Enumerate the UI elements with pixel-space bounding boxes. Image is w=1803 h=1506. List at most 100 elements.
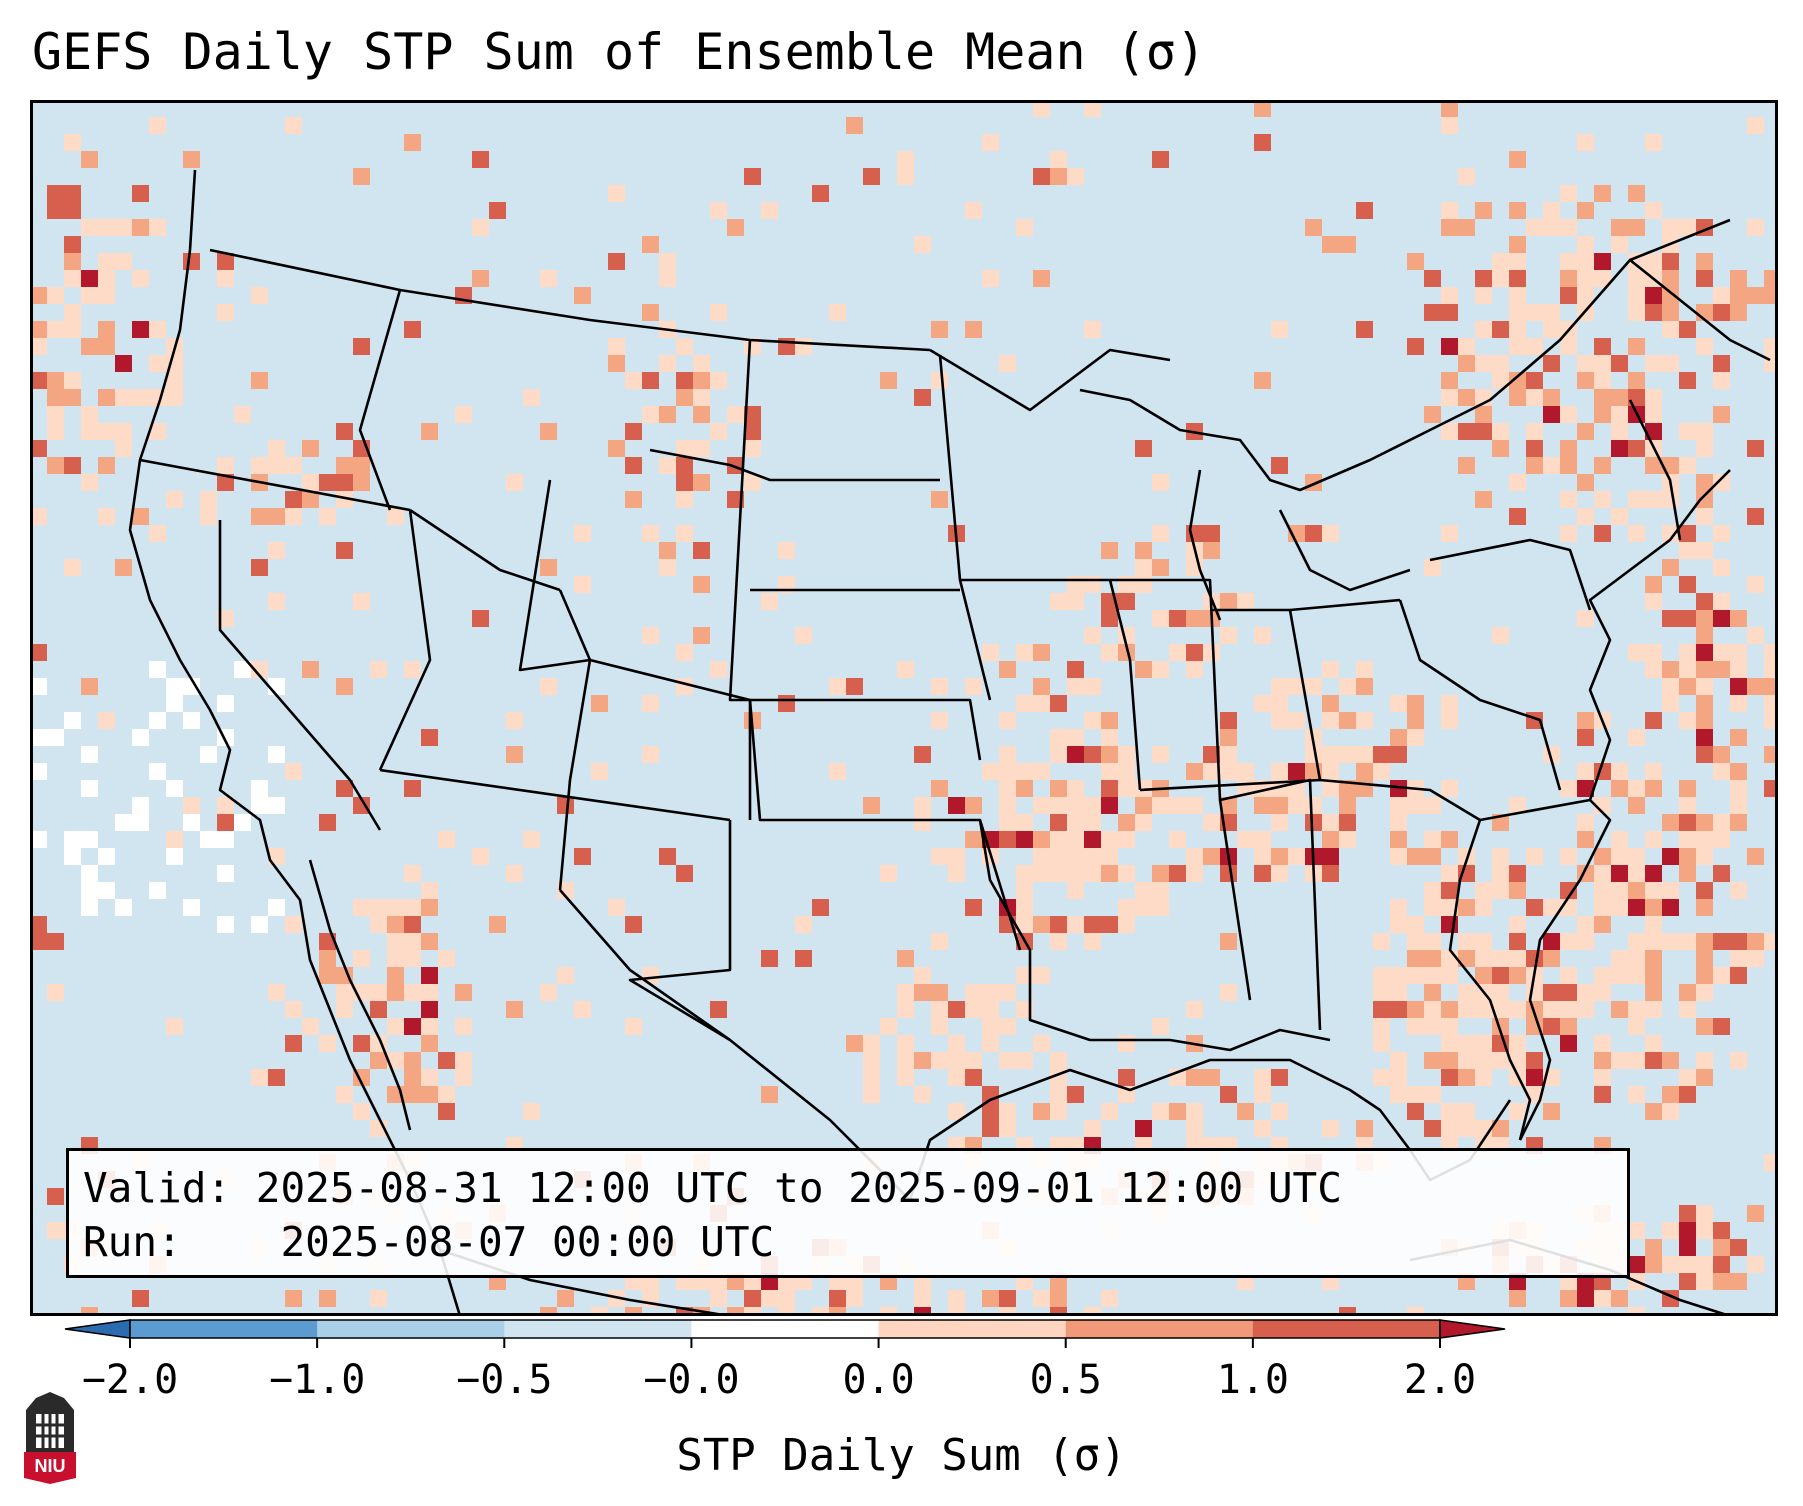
stp-cell bbox=[132, 389, 149, 406]
stp-cell bbox=[829, 1307, 846, 1316]
stp-cell bbox=[98, 882, 115, 899]
stp-cell bbox=[251, 780, 268, 797]
stp-cell bbox=[1339, 1307, 1356, 1316]
stp-cell bbox=[1118, 916, 1135, 933]
stp-cell bbox=[1492, 848, 1509, 865]
stp-cell bbox=[421, 967, 438, 984]
stp-cell bbox=[1458, 338, 1475, 355]
stp-cell bbox=[744, 423, 761, 440]
stp-cell bbox=[1611, 1001, 1628, 1018]
stp-cell bbox=[1407, 797, 1424, 814]
stp-cell bbox=[676, 491, 693, 508]
stp-cell bbox=[1713, 1018, 1730, 1035]
stp-cell bbox=[1696, 1205, 1713, 1222]
stp-cell bbox=[166, 491, 183, 508]
stp-cell bbox=[98, 457, 115, 474]
stp-cell bbox=[1696, 848, 1713, 865]
stp-cell bbox=[438, 950, 455, 967]
stp-cell bbox=[863, 1035, 880, 1052]
stp-cell bbox=[1560, 882, 1577, 899]
stp-cell bbox=[897, 1001, 914, 1018]
stp-cell bbox=[81, 338, 98, 355]
stp-cell bbox=[285, 1290, 302, 1307]
stp-cell bbox=[1662, 270, 1679, 287]
stp-cell bbox=[1492, 627, 1509, 644]
stp-cell bbox=[200, 508, 217, 525]
stp-cell bbox=[404, 1069, 421, 1086]
stp-cell bbox=[1543, 321, 1560, 338]
stp-cell bbox=[1696, 627, 1713, 644]
stp-cell bbox=[1594, 372, 1611, 389]
stp-cell bbox=[1288, 848, 1305, 865]
stp-cell bbox=[965, 1052, 982, 1069]
stp-cell bbox=[1407, 729, 1424, 746]
stp-cell bbox=[336, 457, 353, 474]
stp-cell bbox=[183, 151, 200, 168]
stp-cell bbox=[1679, 525, 1696, 542]
stp-cell bbox=[251, 1069, 268, 1086]
stp-cell bbox=[1526, 1052, 1543, 1069]
stp-cell bbox=[1611, 219, 1628, 236]
stp-cell bbox=[64, 304, 81, 321]
stp-cell bbox=[1390, 1052, 1407, 1069]
stp-cell bbox=[1441, 1001, 1458, 1018]
stp-cell bbox=[1611, 950, 1628, 967]
stp-cell bbox=[744, 1290, 761, 1307]
stp-cell bbox=[1067, 865, 1084, 882]
stp-cell bbox=[217, 797, 234, 814]
stp-cell bbox=[1662, 1256, 1679, 1273]
stp-cell bbox=[1118, 1069, 1135, 1086]
stp-cell bbox=[1611, 848, 1628, 865]
stp-cell bbox=[1747, 508, 1764, 525]
stp-cell bbox=[1696, 899, 1713, 916]
stp-cell bbox=[1509, 950, 1526, 967]
stp-cell bbox=[336, 474, 353, 491]
stp-cell bbox=[1169, 1103, 1186, 1120]
stp-cell bbox=[30, 678, 47, 695]
stp-cell bbox=[285, 508, 302, 525]
stp-cell bbox=[1390, 831, 1407, 848]
stp-cell bbox=[1322, 1120, 1339, 1137]
stp-cell bbox=[625, 1307, 642, 1316]
stp-cell bbox=[965, 797, 982, 814]
stp-cell bbox=[897, 1069, 914, 1086]
stp-cell bbox=[1747, 1205, 1764, 1222]
stp-cell bbox=[1050, 1086, 1067, 1103]
stp-cell bbox=[778, 1290, 795, 1307]
stp-cell bbox=[1696, 491, 1713, 508]
stp-cell bbox=[183, 712, 200, 729]
stp-cell bbox=[353, 338, 370, 355]
stp-cell bbox=[1271, 797, 1288, 814]
stp-cell bbox=[948, 1052, 965, 1069]
stp-cell bbox=[1169, 644, 1186, 661]
stp-cell bbox=[353, 797, 370, 814]
stp-cell bbox=[387, 950, 404, 967]
stp-cell bbox=[1713, 525, 1730, 542]
stp-cell bbox=[1237, 1103, 1254, 1120]
stp-cell bbox=[710, 372, 727, 389]
stp-cell bbox=[98, 253, 115, 270]
stp-cell bbox=[268, 508, 285, 525]
stp-cell bbox=[47, 729, 64, 746]
stp-cell bbox=[1492, 372, 1509, 389]
stp-cell bbox=[1118, 746, 1135, 763]
stp-cell bbox=[115, 423, 132, 440]
stp-cell bbox=[1543, 389, 1560, 406]
stp-cell bbox=[1594, 1290, 1611, 1307]
stp-cell bbox=[1679, 797, 1696, 814]
stp-cell bbox=[1220, 1086, 1237, 1103]
stp-cell bbox=[1526, 899, 1543, 916]
stp-cell bbox=[1441, 1120, 1458, 1137]
stp-cell bbox=[438, 1086, 455, 1103]
stp-cell bbox=[1050, 865, 1067, 882]
stp-cell bbox=[1424, 797, 1441, 814]
stp-cell bbox=[1594, 389, 1611, 406]
stp-cell bbox=[1424, 848, 1441, 865]
stp-cell bbox=[1526, 219, 1543, 236]
stp-cell bbox=[1628, 525, 1645, 542]
stp-cell bbox=[1662, 219, 1679, 236]
stp-cell bbox=[948, 1035, 965, 1052]
stp-cell bbox=[1458, 457, 1475, 474]
stp-cell bbox=[1458, 933, 1475, 950]
stp-cell bbox=[506, 746, 523, 763]
